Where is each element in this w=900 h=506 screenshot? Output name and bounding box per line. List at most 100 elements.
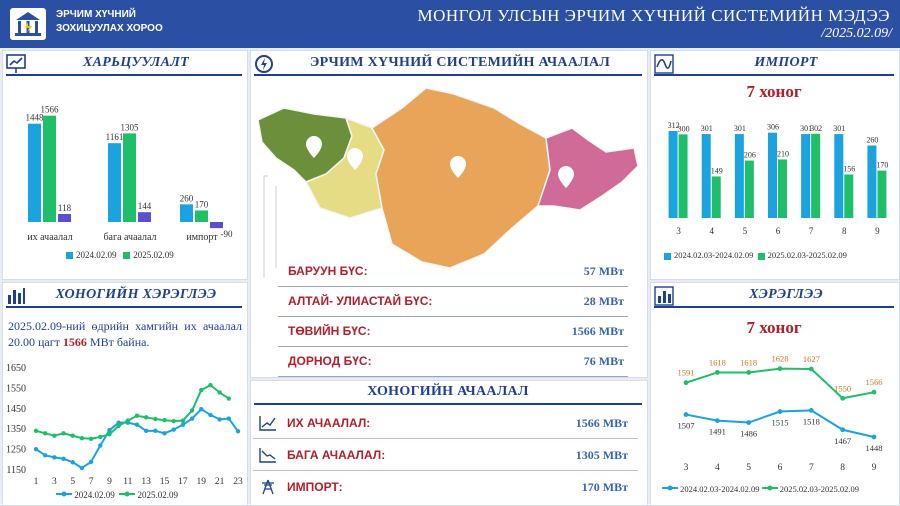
daily-point-1 xyxy=(52,433,57,438)
cons-legend-line-2025 xyxy=(761,485,778,491)
trend-down-icon xyxy=(259,448,276,463)
import-subtitle: 7 хоног xyxy=(746,82,802,101)
import-bar-label: 301 xyxy=(734,124,746,133)
cons-point-label-0: 1518 xyxy=(803,416,820,426)
power-tower-icon xyxy=(262,479,274,495)
import-bar-4-1 xyxy=(711,176,721,218)
import-bar-6-1 xyxy=(778,159,787,218)
import-x-tick: 4 xyxy=(709,226,714,236)
cons-x-tick: 3 xyxy=(684,463,689,473)
cons-point-label-1: 1628 xyxy=(772,354,789,364)
daily-point-0 xyxy=(162,431,167,436)
daily-x-tick: 19 xyxy=(197,477,207,487)
bar-их ачаалал-1 xyxy=(43,115,56,222)
daily-point-1 xyxy=(143,415,149,420)
bar-label-их ачаалал-1: 1566 xyxy=(41,105,60,115)
import-x-tick: 5 xyxy=(743,226,748,236)
daily-x-tick: 3 xyxy=(52,477,57,487)
cons-point-label-1: 1566 xyxy=(866,377,883,387)
page-title: МОНГОЛ УЛСЫН ЭРЧИМ ХҮЧНИЙ СИСТЕМИЙН МЭДЭ… xyxy=(417,6,890,25)
consumption-legend: 2024.02.03-2024.02.09 2025.02.03-2025.02… xyxy=(662,484,859,494)
daily-point-0 xyxy=(171,427,176,432)
bar-label-бага ачаалал-1: 1305 xyxy=(121,122,140,132)
daily-load-panel xyxy=(250,380,648,506)
region-row-altai: АЛТАЙ- УЛИАСТАЙ БҮС: 28 МВт xyxy=(278,288,628,317)
daily-legend-2025: 2025.02.09 xyxy=(137,490,179,500)
bar-label-импорт-1: 170 xyxy=(195,199,209,209)
daily-point-0 xyxy=(33,446,39,452)
daily-point-1 xyxy=(189,408,195,413)
region-altai-value: 28 МВт xyxy=(583,294,624,308)
region-east-value: 76 МВт xyxy=(583,354,624,368)
legend-swatch-2024 xyxy=(66,252,73,260)
load-max-name: ИХ АЧААЛАЛ: xyxy=(287,416,371,430)
daily-y-tick: 1350 xyxy=(6,424,26,435)
cons-point-label-1: 1591 xyxy=(678,368,695,378)
header-bar xyxy=(0,0,900,48)
import-bar-6-0 xyxy=(768,132,777,218)
import-bar-5-0 xyxy=(734,134,744,218)
import-header: ИМПОРТ xyxy=(654,54,894,76)
import-x-tick: 7 xyxy=(809,226,814,236)
daily-title: ХОНОГИЙН ХЭРЭГЛЭЭ xyxy=(55,287,217,302)
legend-line-2024 xyxy=(56,491,72,497)
daily-point-1 xyxy=(226,396,232,401)
import-x-tick: 8 xyxy=(842,226,847,236)
daily-point-0 xyxy=(235,429,241,434)
daily-x-tick: 11 xyxy=(123,477,132,487)
org-line-1: ЭРЧИМ ХҮЧНИЙ xyxy=(56,9,136,20)
daily-point-0 xyxy=(116,420,121,425)
pin-east-icon xyxy=(558,166,574,188)
map-header: ЭРЧИМ ХҮЧНИЙ СИСТЕМИЙН АЧААЛАЛ xyxy=(254,54,642,76)
region-central-value: 1566 МВт xyxy=(571,324,624,338)
daily-point-0 xyxy=(52,455,57,460)
bar-chart-icon xyxy=(8,288,25,304)
daily-point-0 xyxy=(42,453,48,458)
cons-point-0 xyxy=(871,434,877,440)
import-legend-swatch-2025 xyxy=(757,252,765,260)
cons-point-label-0: 1507 xyxy=(678,421,695,431)
bar-импорт-2 xyxy=(210,222,223,229)
line-graph-icon xyxy=(654,54,674,74)
cons-point-1 xyxy=(777,366,783,372)
trend-up-icon xyxy=(259,416,276,431)
daily-x-tick: 9 xyxy=(107,477,112,487)
comparison-header: ХАРЬЦУУЛАЛТ xyxy=(6,54,242,76)
region-altai-name: АЛТАЙ- УЛИАСТАЙ БҮС: xyxy=(288,294,433,308)
load-import-name: ИМПОРТ: xyxy=(287,480,343,494)
cons-x-tick: 5 xyxy=(746,463,751,473)
comparison-legend: 2024.02.09 2025.02.09 xyxy=(66,250,174,260)
cons-point-1 xyxy=(871,389,877,395)
import-x-tick: 3 xyxy=(676,226,681,236)
bar-импорт-1 xyxy=(195,210,208,222)
daily-panel xyxy=(2,282,248,506)
daily-point-1 xyxy=(98,434,103,440)
daily-point-0 xyxy=(70,460,75,465)
cons-point-1 xyxy=(714,370,720,375)
daily-x-tick: 17 xyxy=(178,477,188,487)
legend-label-2024: 2024.02.09 xyxy=(76,250,117,260)
legend-label-2025: 2025.02.09 xyxy=(133,250,174,260)
daily-point-0 xyxy=(217,417,222,422)
cons-point-1 xyxy=(808,366,814,372)
region-row-east: ДОРНОД БҮС: 76 МВт xyxy=(278,348,628,377)
daily-point-1 xyxy=(70,433,75,438)
daily-point-1 xyxy=(116,423,121,429)
presentation-chart-icon xyxy=(6,54,26,73)
bar-label-их ачаалал-2: 118 xyxy=(58,203,72,213)
daily-point-1 xyxy=(61,431,66,436)
bar-бага ачаалал-2 xyxy=(138,212,151,222)
import-bar-8-0 xyxy=(834,134,844,218)
daily-point-0 xyxy=(107,428,112,433)
load-min-name: БАГА АЧААЛАЛ: xyxy=(287,448,386,462)
import-bar-label: 149 xyxy=(711,166,723,175)
import-bar-label: 312 xyxy=(668,121,680,130)
consumption-chart: 1507 1491 1486 1515 1518 1467 1448 1591 1618 1618… xyxy=(678,354,883,473)
legend-swatch-2025 xyxy=(123,252,131,260)
daily-point-0 xyxy=(134,422,140,427)
cons-point-label-1: 1627 xyxy=(803,354,820,364)
import-x-tick: 9 xyxy=(875,226,880,236)
bar-бага ачаалал-0 xyxy=(108,143,121,222)
cons-point-label-0: 1486 xyxy=(740,429,757,439)
pin-central-icon xyxy=(450,156,466,178)
